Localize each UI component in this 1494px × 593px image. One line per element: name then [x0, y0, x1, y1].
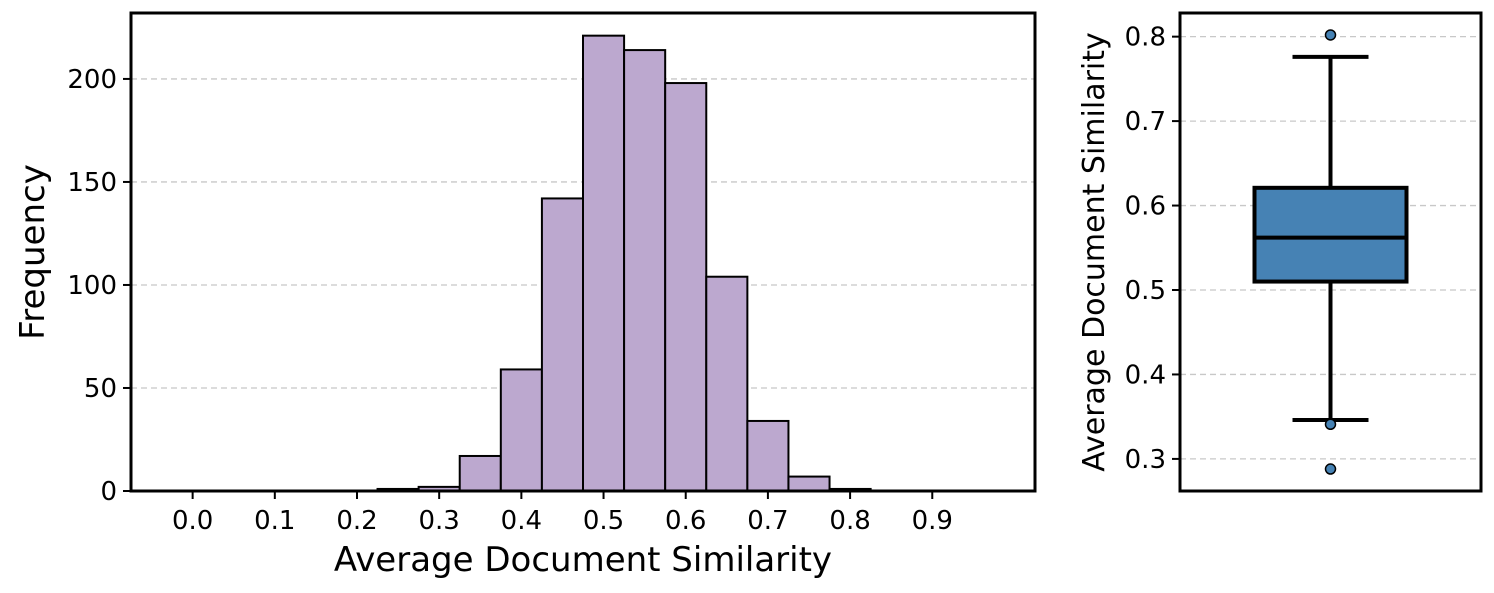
histogram-bar — [458, 454, 502, 493]
histogram-bars — [376, 34, 872, 493]
boxplot-outlier — [1324, 418, 1337, 431]
histogram-x-axis-title: Average Document Similarity — [334, 540, 832, 580]
boxplot-y-tick-label: 0.4 — [1125, 360, 1166, 390]
histogram-bar — [582, 34, 626, 493]
histogram-y-tick-label: 100 — [67, 271, 117, 301]
histogram-bar — [499, 368, 543, 493]
histogram-x-tick-label: 0.3 — [419, 506, 460, 536]
histogram-x-tick-label: 0.1 — [254, 506, 295, 536]
histogram-y-tick-label: 200 — [67, 65, 117, 95]
boxplot-outlier — [1324, 29, 1337, 41]
histogram-x-ticks: 0.0 0.1 0.2 0.3 0.4 0.5 0.6 0.7 0.8 0.9 — [172, 491, 953, 536]
histogram-y-tick-label: 150 — [67, 168, 117, 198]
histogram-x-tick-label: 0.9 — [912, 506, 953, 536]
histogram-x-tick-label: 0.2 — [336, 506, 377, 536]
histogram-x-tick-label: 0.6 — [665, 506, 706, 536]
histogram-x-tick-label: 0.5 — [583, 506, 624, 536]
histogram-bar — [623, 49, 667, 492]
histogram-panel: 0 50 100 150 200 0.0 0.1 0.2 0.3 0.4 0.5 0.6 0.7 0.8… — [13, 11, 1037, 580]
boxplot-y-axis-title: Average Document Similarity — [1077, 32, 1112, 472]
boxplot-panel: 0.3 0.4 0.5 0.6 0.7 0.8 Average Document Simi… — [1077, 11, 1483, 493]
histogram-frame — [129, 11, 1037, 493]
histogram-bar — [540, 197, 585, 492]
boxplot-y-tick-label: 0.8 — [1125, 23, 1166, 53]
boxplot-y-tick-label: 0.5 — [1125, 276, 1166, 306]
histogram-y-ticks: 0 50 100 150 200 — [67, 65, 131, 507]
histogram-x-tick-label: 0.0 — [172, 506, 213, 536]
boxplot-y-tick-label: 0.6 — [1125, 192, 1166, 222]
histogram-x-tick-label: 0.4 — [501, 506, 542, 536]
boxplot-y-tick-label: 0.3 — [1125, 445, 1166, 475]
boxplot-box — [1252, 185, 1409, 284]
boxplot-y-ticks: 0.3 0.4 0.5 0.6 0.7 0.8 — [1125, 23, 1180, 475]
histogram-x-tick-label: 0.8 — [829, 506, 870, 536]
boxplot-outlier — [1324, 463, 1337, 475]
histogram-y-axis-title: Frequency — [13, 164, 53, 340]
boxplot-y-tick-label: 0.7 — [1125, 107, 1166, 137]
histogram-bar — [705, 275, 749, 493]
histogram-y-tick-label: 50 — [84, 374, 117, 404]
histogram-y-tick-label: 0 — [100, 477, 117, 507]
boxplot-frame — [1178, 11, 1483, 493]
histogram-x-tick-label: 0.7 — [747, 506, 788, 536]
histogram-bar — [746, 419, 790, 492]
boxplot-box-group — [1252, 29, 1409, 475]
histogram-bar — [787, 475, 831, 492]
histogram-bar — [664, 82, 708, 492]
